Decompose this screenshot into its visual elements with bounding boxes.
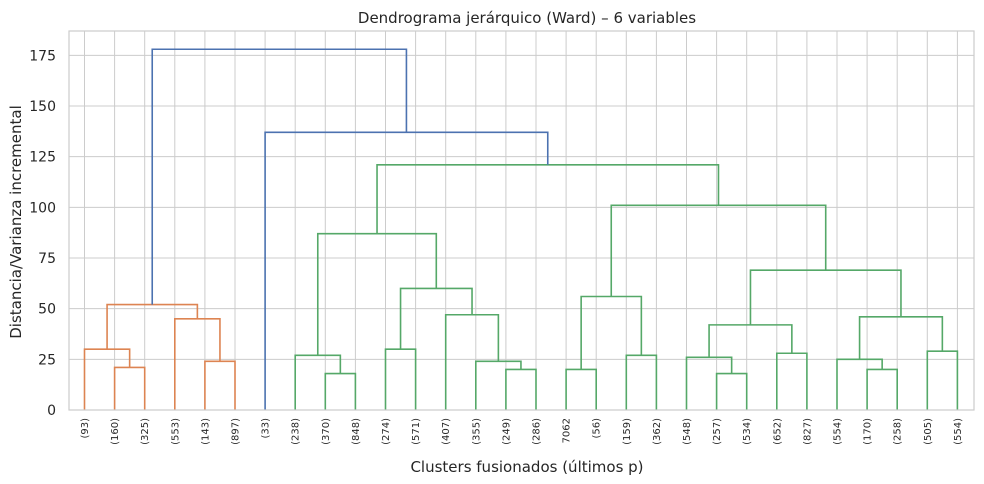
y-tick-label: 25 (38, 352, 56, 368)
x-tick-label: (897) (231, 418, 242, 445)
x-tick-label: 7062 (562, 418, 573, 443)
merge-link (83, 348, 131, 410)
x-tick-label: (325) (140, 418, 151, 445)
merge-link (151, 48, 408, 305)
merge-link (708, 324, 793, 358)
merge-link (316, 232, 438, 356)
y-tick-label: 50 (38, 302, 56, 318)
x-tick-label: (554) (833, 418, 844, 445)
dendrogram-links (83, 48, 959, 410)
grid-lines (69, 31, 974, 411)
chart-title: Dendrograma jerárquico (Ward) – 6 variab… (358, 9, 696, 27)
x-tick-label: (159) (622, 418, 633, 445)
x-tick-label: (505) (923, 418, 934, 445)
x-tick-label: (571) (411, 418, 422, 445)
merge-link (204, 360, 236, 410)
x-tick-label: (827) (802, 418, 813, 445)
x-tick-label: (534) (742, 418, 753, 445)
merge-link (610, 204, 827, 297)
x-tick-label: (170) (863, 418, 874, 445)
x-tick-label: (407) (441, 418, 452, 445)
y-tick-label: 175 (29, 48, 56, 64)
merge-link (776, 352, 808, 410)
x-tick-label: (553) (170, 418, 181, 445)
x-tick-label: (258) (893, 418, 904, 445)
merge-link (113, 366, 146, 410)
merge-link (399, 287, 473, 350)
merge-link (715, 372, 748, 410)
x-tick-label: (370) (321, 418, 332, 445)
y-axis-label: Distancia/Varianza incremental (7, 105, 25, 339)
x-tick-label: (848) (351, 418, 362, 445)
merge-link (264, 131, 549, 410)
x-tick-label: (548) (682, 418, 693, 445)
x-tick-label: (33) (261, 418, 272, 439)
merge-link (376, 163, 720, 234)
x-tick-label: (143) (200, 418, 211, 445)
merge-link (926, 350, 959, 410)
x-tick-label: (554) (953, 418, 964, 445)
merge-link (106, 303, 199, 350)
x-tick-label: (257) (712, 418, 723, 445)
x-tick-label: (274) (381, 418, 392, 445)
merge-link (565, 368, 597, 410)
y-tick-label: 150 (29, 99, 56, 115)
merge-link (580, 295, 643, 370)
y-tick-label: 75 (38, 251, 56, 267)
x-axis-label: Clusters fusionados (últimos p) (410, 458, 643, 476)
merge-link (384, 348, 417, 410)
merge-link (324, 372, 357, 410)
y-tick-label: 100 (29, 200, 56, 216)
x-tick-label: (362) (652, 418, 663, 445)
merge-link (858, 315, 944, 360)
x-axis-ticks: (93) (160) (325) (553) (143) (897) (33) (238) (3… (80, 418, 964, 445)
merge-link (505, 368, 537, 410)
merge-link (866, 368, 898, 410)
merge-link (685, 356, 733, 410)
merge-link (625, 354, 658, 410)
x-tick-label: (286) (532, 418, 543, 445)
x-tick-label: (93) (80, 418, 91, 439)
x-tick-label: (56) (592, 418, 603, 439)
x-tick-label: (238) (291, 418, 302, 445)
x-tick-label: (249) (501, 418, 512, 445)
y-axis-ticks: 0 25 50 75 100 125 150 175 (29, 48, 56, 419)
y-tick-label: 125 (29, 150, 56, 166)
x-tick-label: (652) (772, 418, 783, 445)
x-tick-label: (355) (471, 418, 482, 445)
merge-link (444, 313, 500, 410)
x-tick-label: (160) (110, 418, 121, 445)
plot-frame (68, 30, 975, 411)
merge-link (836, 358, 883, 410)
merge-link (174, 317, 221, 410)
merge-link (475, 360, 522, 410)
merge-link (294, 354, 342, 410)
y-tick-label: 0 (47, 403, 56, 419)
